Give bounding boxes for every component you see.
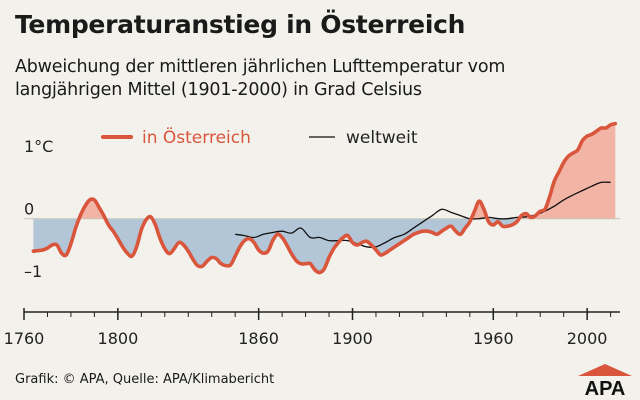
y-tick-label: –1 (24, 262, 42, 281)
legend-label-weltweit: weltweit (346, 128, 418, 148)
x-tick-label: 1900 (332, 329, 373, 348)
x-tick-label: 1760 (4, 329, 45, 348)
x-tick-label: 1800 (98, 329, 139, 348)
below-average-area (33, 218, 616, 273)
x-tick-label: 2000 (567, 329, 608, 348)
y-tick-label: 0 (24, 200, 34, 219)
series-line-weltweit (235, 181, 611, 248)
source-credit: Grafik: © APA, Quelle: APA/Klimabericht (15, 372, 275, 387)
apa-logo-text: APA (585, 378, 626, 396)
x-tick-label: 1960 (473, 329, 514, 348)
chart-title: Temperaturanstieg in Österreich (15, 10, 466, 39)
x-tick-label: 1860 (238, 329, 279, 348)
series-line-oesterreich (31, 121, 618, 275)
legend-label-oesterreich: in Österreich (142, 126, 251, 148)
y-tick-label: 1°C (24, 137, 53, 156)
apa-logo: APA (578, 364, 632, 396)
above-average-area (79, 123, 616, 219)
chart-subtitle: Abweichung der mittleren jährlichen Luft… (15, 57, 506, 100)
